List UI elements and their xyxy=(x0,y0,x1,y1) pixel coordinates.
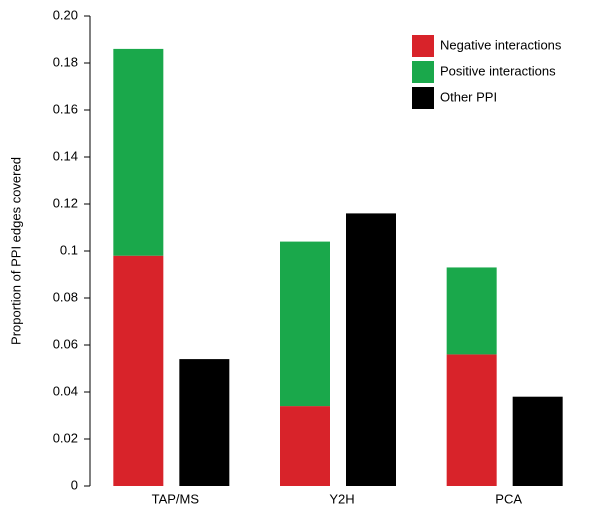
x-tick-label: PCA xyxy=(495,491,522,506)
y-tick-label: 0 xyxy=(71,477,78,492)
bar-segment xyxy=(346,213,396,486)
y-tick-label: 0.06 xyxy=(53,336,78,351)
y-tick-label: 0.04 xyxy=(53,383,78,398)
y-tick-label: 0.02 xyxy=(53,430,78,445)
y-axis-label: Proportion of PPI edges covered xyxy=(8,157,23,345)
y-tick-label: 0.12 xyxy=(53,195,78,210)
legend-swatch xyxy=(412,35,434,57)
y-tick-label: 0.16 xyxy=(53,101,78,116)
bar-segment xyxy=(512,396,563,486)
legend-label: Other PPI xyxy=(440,89,497,104)
legend-swatch xyxy=(412,87,434,109)
bar-segment xyxy=(113,48,164,256)
legend-label: Negative interactions xyxy=(440,37,562,52)
bar-segment xyxy=(280,406,330,486)
legend-label: Positive interactions xyxy=(440,63,556,78)
legend-swatch xyxy=(412,61,434,83)
bar-segment xyxy=(446,267,497,355)
bar-segment xyxy=(179,359,230,486)
x-tick-label: Y2H xyxy=(329,491,354,506)
y-tick-label: 0.18 xyxy=(53,54,78,69)
bar-segment xyxy=(446,354,497,486)
y-tick-label: 0.14 xyxy=(53,148,78,163)
y-tick-label: 0.08 xyxy=(53,289,78,304)
bar-segment xyxy=(113,255,164,486)
y-tick-label: 0.20 xyxy=(53,7,78,22)
x-tick-label: TAP/MS xyxy=(152,491,200,506)
bar-segment xyxy=(280,241,330,407)
y-tick-label: 0.1 xyxy=(60,242,78,257)
